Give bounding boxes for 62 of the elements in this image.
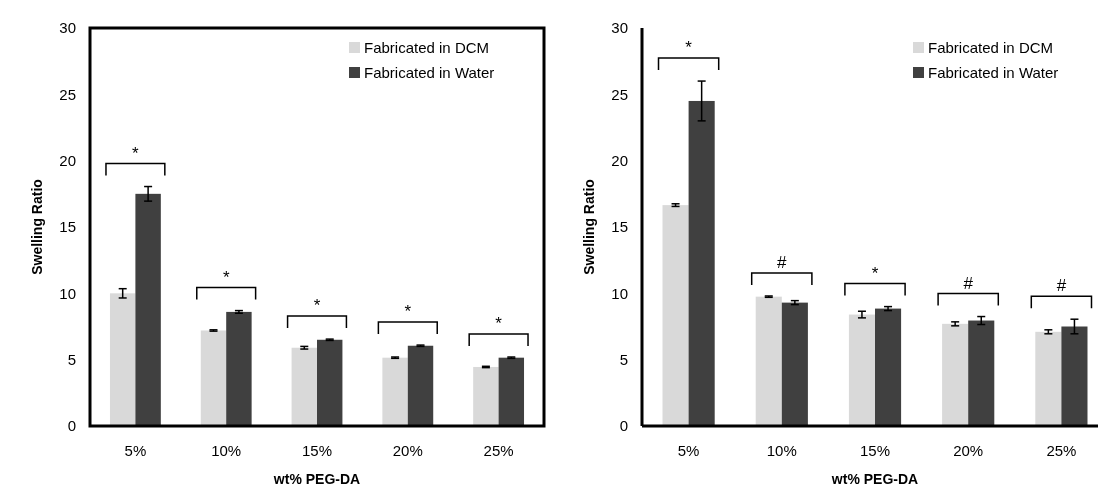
y-tick-label: 25 — [611, 85, 628, 103]
y-tick-label: 5 — [619, 350, 628, 368]
bar — [291, 347, 317, 426]
y-tick-label: 20 — [59, 151, 76, 169]
x-tick-label: 5% — [124, 442, 147, 459]
bar — [662, 205, 689, 426]
legend-label: Fabricated in DCM — [928, 39, 1054, 57]
annotation: * — [685, 38, 693, 58]
x-tick-label: 10% — [211, 442, 242, 459]
bar — [317, 339, 343, 426]
y-tick-label: 15 — [59, 218, 76, 236]
bar — [407, 345, 434, 426]
annotation: # — [963, 273, 974, 293]
y-tick-label: 30 — [611, 19, 628, 37]
y-tick-label: 20 — [611, 151, 628, 169]
annotation: # — [777, 252, 788, 272]
y-tick-label: 0 — [67, 417, 76, 435]
bar — [848, 314, 875, 426]
bar — [968, 320, 995, 426]
annotation: * — [132, 143, 140, 163]
y-tick-label: 30 — [59, 19, 76, 37]
bar — [135, 193, 161, 426]
annotation: * — [313, 296, 321, 316]
bar — [1035, 331, 1062, 426]
bar — [473, 366, 499, 426]
y-tick-label: 10 — [59, 284, 76, 302]
x-tick-label: 10% — [766, 442, 797, 459]
annotation: * — [871, 263, 879, 283]
bar — [688, 100, 715, 426]
legend-label: Fabricated in Water — [364, 64, 495, 82]
y-tick-label: 0 — [619, 417, 628, 435]
y-axis-title: Swelling Ratio — [581, 179, 597, 275]
annotation: # — [1056, 276, 1067, 296]
bar — [200, 330, 227, 426]
bar — [875, 308, 902, 426]
bar — [226, 311, 252, 426]
annotation: * — [404, 302, 412, 322]
x-tick-label: 5% — [677, 442, 700, 459]
annotation: * — [495, 314, 503, 334]
bar — [755, 296, 782, 426]
x-tick-label: 15% — [301, 442, 333, 459]
x-axis-title: wt% PEG-DA — [830, 471, 919, 487]
y-tick-label: 25 — [59, 85, 76, 103]
legend-label: Fabricated in Water — [928, 64, 1059, 82]
bar — [109, 293, 136, 426]
bar — [498, 357, 525, 426]
x-axis-title: wt% PEG-DA — [272, 471, 361, 487]
y-tick-label: 10 — [611, 284, 628, 302]
legend-label: Fabricated in DCM — [364, 39, 490, 57]
bar — [382, 357, 408, 426]
bar — [942, 323, 969, 426]
x-tick-label: 15% — [859, 442, 891, 459]
x-tick-label: 20% — [953, 442, 984, 459]
bar — [1061, 326, 1088, 426]
y-axis-title: Swelling Ratio — [29, 179, 45, 275]
bar — [781, 302, 808, 426]
annotation: * — [222, 267, 230, 287]
y-tick-label: 15 — [611, 218, 628, 236]
y-tick-label: 5 — [67, 350, 76, 368]
x-tick-label: 25% — [1046, 442, 1077, 459]
x-tick-label: 20% — [392, 442, 423, 459]
x-tick-label: 25% — [483, 442, 514, 459]
